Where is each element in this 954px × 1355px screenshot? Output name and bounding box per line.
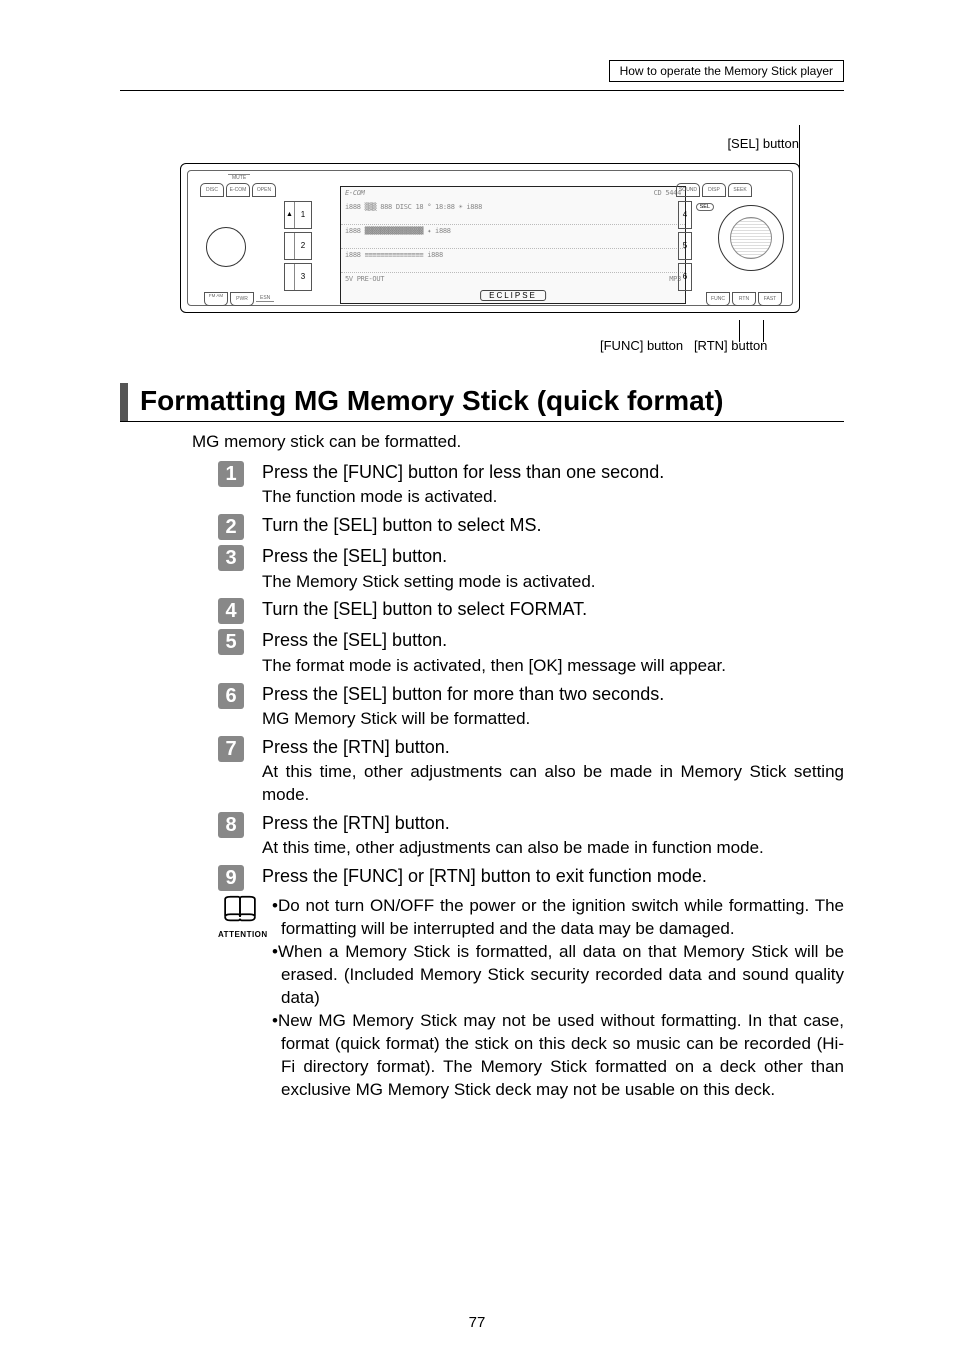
step-number: 4 <box>218 598 244 624</box>
callout-rtn: [RTN] button <box>694 338 767 353</box>
step-action: Press the [SEL] button. <box>262 628 844 652</box>
step: 6 Press the [SEL] button for more than tw… <box>218 682 844 731</box>
step-result: The function mode is activated. <box>262 486 844 509</box>
step-action: Press the [FUNC] or [RTN] button to exit… <box>262 864 844 888</box>
step-number: 6 <box>218 683 244 709</box>
ecom-button[interactable]: E-COM <box>226 183 250 197</box>
preset-5[interactable]: 5 <box>678 232 692 260</box>
step-number: 2 <box>218 514 244 540</box>
step-action: Press the [FUNC] button for less than on… <box>262 460 844 484</box>
disp-button[interactable]: DISP <box>702 183 726 197</box>
step: 7 Press the [RTN] button.At this time, ot… <box>218 735 844 807</box>
callout-func: [FUNC] button <box>600 338 683 353</box>
preset-6[interactable]: 6 <box>678 263 692 291</box>
device-diagram: MUTE DISC E-COM OPEN ▲1 2 3 ESN FM AM <box>180 155 844 330</box>
rtn-button[interactable]: RTN <box>732 292 756 306</box>
book-icon <box>222 895 258 923</box>
attention-bullet: •Do not turn ON/OFF the power or the ign… <box>272 895 844 941</box>
step-number: 5 <box>218 629 244 655</box>
preset-1[interactable]: ▲1 <box>284 201 312 229</box>
step-number: 7 <box>218 736 244 762</box>
preset-2[interactable]: 2 <box>284 232 312 260</box>
step: 5 Press the [SEL] button. The format mode … <box>218 628 844 677</box>
step-result: At this time, other adjustments can also… <box>262 761 844 807</box>
intro-text: MG memory stick can be formatted. <box>192 432 844 452</box>
sel-knob[interactable] <box>718 205 784 271</box>
breadcrumb: How to operate the Memory Stick player <box>609 60 844 82</box>
open-button[interactable]: OPEN <box>252 183 276 197</box>
step: 2 Turn the [SEL] button to select MS. <box>218 513 844 540</box>
step: 3 Press the [SEL] button. The Memory Stick… <box>218 544 844 593</box>
volume-knob[interactable] <box>206 227 246 267</box>
step-number: 1 <box>218 461 244 487</box>
esn-label: ESN <box>256 295 274 302</box>
sound-button[interactable]: SOUND <box>676 183 700 197</box>
step-action: Turn the [SEL] button to select MS. <box>262 513 844 537</box>
step-result: At this time, other adjustments can also… <box>262 837 844 860</box>
preset-4[interactable]: 4 <box>678 201 692 229</box>
attention-bullet: •New MG Memory Stick may not be used wit… <box>272 1010 844 1102</box>
attention-label: ATTENTION <box>218 930 262 939</box>
page-heading: Formatting MG Memory Stick (quick format… <box>120 383 844 422</box>
preset-3[interactable]: 3 <box>284 263 312 291</box>
fast-button[interactable]: FAST <box>758 292 782 306</box>
sel-label: SEL <box>696 203 714 211</box>
pwr-button[interactable]: PWR <box>230 292 254 306</box>
attention-bullet: •When a Memory Stick is formatted, all d… <box>272 941 844 1010</box>
step: 1 Press the [FUNC] button for less than o… <box>218 460 844 509</box>
header-rule <box>120 90 844 91</box>
step-action: Press the [RTN] button. <box>262 735 844 759</box>
step-number: 9 <box>218 865 244 891</box>
seek-button[interactable]: SEEK <box>728 183 752 197</box>
callout-sel: [SEL] button <box>120 136 844 151</box>
display-panel: E-COMCD 5444 i888 ▒▒▒ 888 DISC 18 ° 18:8… <box>340 186 686 304</box>
mute-label: MUTE <box>228 174 250 181</box>
step-action: Press the [SEL] button. <box>262 544 844 568</box>
step: 8 Press the [RTN] button.At this time, ot… <box>218 811 844 860</box>
step-number: 3 <box>218 545 244 571</box>
step-action: Turn the [SEL] button to select FORMAT. <box>262 597 844 621</box>
step: 4 Turn the [SEL] button to select FORMAT. <box>218 597 844 624</box>
disc-button[interactable]: DISC <box>200 183 224 197</box>
step-result: The format mode is activated, then [OK] … <box>262 655 844 678</box>
step: 9 Press the [FUNC] or [RTN] button to exi… <box>218 864 844 891</box>
step-result: MG Memory Stick will be formatted. <box>262 708 844 731</box>
step-action: Press the [RTN] button. <box>262 811 844 835</box>
step-action: Press the [SEL] button for more than two… <box>262 682 844 706</box>
page-number: 77 <box>0 1314 954 1331</box>
step-number: 8 <box>218 812 244 838</box>
eclipse-logo: ECLIPSE <box>480 290 546 301</box>
func-button[interactable]: FUNC <box>706 292 730 306</box>
fmam-button[interactable]: FM AM <box>204 292 228 306</box>
step-result: The Memory Stick setting mode is activat… <box>262 571 844 594</box>
